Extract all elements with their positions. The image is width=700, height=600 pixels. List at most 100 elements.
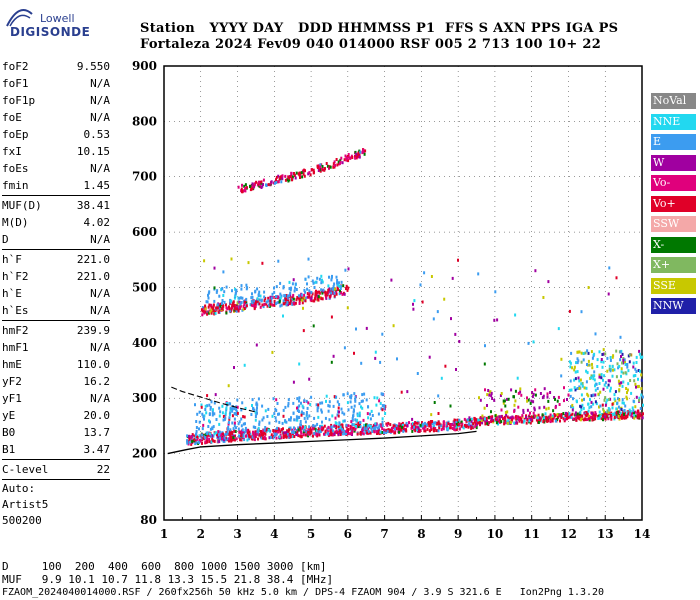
echo-point: [361, 399, 364, 403]
echo-point: [209, 310, 212, 314]
echo-point: [293, 172, 295, 175]
echo-point: [237, 427, 240, 431]
echo-point: [368, 423, 371, 427]
echo-point: [622, 401, 625, 405]
echo-point: [496, 418, 499, 422]
echo-point: [306, 416, 309, 420]
echo-point: [313, 297, 316, 301]
echo-point: [509, 420, 512, 424]
legend-item-noval: NoVal: [651, 93, 696, 109]
echo-point: [308, 294, 311, 298]
echo-point: [349, 400, 352, 404]
echo-point: [233, 407, 236, 411]
echo-point: [561, 415, 564, 418]
echo-point: [195, 420, 198, 423]
echo-point: [244, 426, 247, 430]
echo-point: [583, 411, 586, 415]
echo-point: [210, 303, 212, 307]
param-value: 38.41: [76, 199, 110, 212]
echo-point: [622, 371, 625, 375]
echo-point: [280, 436, 283, 440]
echo-point: [511, 418, 514, 422]
echo-point: [636, 411, 639, 415]
echo-point: [307, 172, 310, 176]
echo-point: [617, 405, 620, 409]
echo-point: [225, 406, 228, 410]
echo-point: [603, 374, 606, 378]
echo-point: [607, 379, 610, 383]
echo-point: [206, 394, 209, 398]
echo-point: [578, 416, 581, 420]
echo-point: [430, 428, 433, 432]
echo-point: [233, 304, 236, 308]
echo-point: [635, 355, 638, 359]
echo-point: [632, 365, 635, 369]
echo-point: [211, 434, 214, 438]
echo-point: [604, 415, 606, 419]
echo-point: [542, 420, 545, 424]
echo-point: [288, 418, 290, 422]
echo-point: [302, 406, 305, 410]
echo-point: [201, 309, 204, 313]
echo-point: [620, 408, 623, 411]
echo-point: [310, 296, 313, 300]
echo-point: [351, 418, 354, 422]
echo-point: [511, 415, 514, 419]
echo-point: [254, 430, 257, 434]
echo-point: [363, 392, 366, 396]
echo-point: [381, 424, 384, 427]
echo-point: [414, 428, 417, 431]
echo-point: [568, 309, 571, 313]
echo-point: [534, 269, 537, 273]
echo-point: [468, 422, 471, 426]
echo-point: [375, 430, 378, 434]
echo-point: [340, 407, 343, 411]
echo-point: [194, 403, 196, 407]
echo-point: [282, 314, 284, 318]
echo-point: [323, 432, 325, 436]
echo-point: [233, 366, 235, 369]
echo-point: [297, 294, 300, 298]
echo-point: [544, 412, 547, 416]
echo-point: [314, 295, 317, 299]
echo-point: [219, 434, 222, 438]
echo-point: [319, 163, 322, 167]
echo-point: [224, 438, 227, 442]
x-tick-label: 1: [160, 527, 168, 541]
echo-point: [289, 426, 292, 430]
echo-point: [350, 405, 353, 409]
x-tick-label: 10: [487, 527, 504, 541]
echo-point: [284, 298, 287, 302]
echo-point: [313, 170, 315, 174]
echo-point: [234, 430, 237, 433]
x-tick-label: 7: [380, 527, 388, 541]
param-name: yE: [2, 409, 16, 422]
echo-point: [600, 360, 603, 364]
echo-point: [278, 420, 281, 424]
echo-point: [584, 351, 587, 355]
echo-point: [635, 361, 638, 364]
echo-point: [437, 412, 440, 415]
echo-point: [306, 287, 309, 291]
echo-point: [237, 305, 239, 309]
echo-point: [235, 426, 237, 430]
echo-point: [288, 176, 291, 180]
echo-point: [554, 397, 556, 401]
echo-point: [610, 417, 613, 421]
x-tick-label: 9: [454, 527, 462, 541]
echo-point: [275, 398, 278, 402]
echo-point: [546, 395, 549, 399]
echo-point: [291, 175, 294, 179]
echo-point: [243, 363, 246, 367]
echo-point: [335, 158, 338, 161]
echo-point: [236, 405, 239, 409]
echo-point: [288, 287, 291, 291]
echo-point: [209, 427, 212, 431]
echo-point: [215, 290, 218, 294]
echo-point: [303, 428, 306, 432]
echo-point: [333, 291, 336, 295]
echo-point: [254, 304, 257, 308]
echo-point: [246, 431, 249, 435]
param-row: yE 20.0: [2, 407, 110, 424]
echo-point: [622, 380, 625, 384]
